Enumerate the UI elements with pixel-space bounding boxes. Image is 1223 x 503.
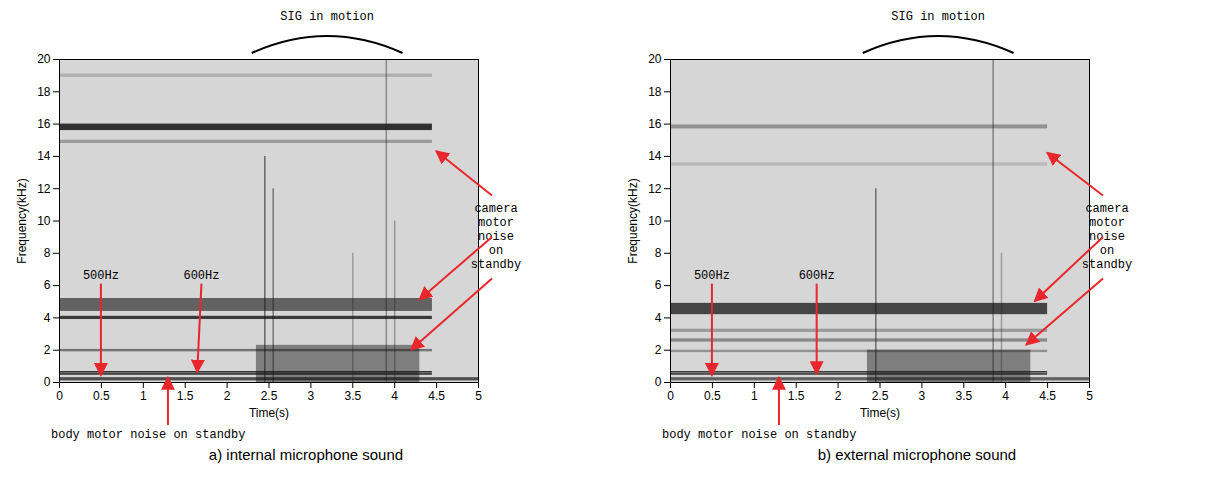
svg-text:3: 3 (919, 389, 926, 403)
svg-text:20: 20 (37, 52, 51, 66)
svg-text:4: 4 (391, 389, 398, 403)
svg-text:10: 10 (648, 214, 662, 228)
svg-text:500Hz: 500Hz (83, 269, 119, 283)
svg-text:0: 0 (44, 375, 51, 389)
svg-text:cameramotornoiseonstandby: cameramotornoiseonstandby (1082, 202, 1132, 272)
svg-text:3.5: 3.5 (344, 389, 361, 403)
svg-text:4: 4 (655, 311, 662, 325)
svg-text:1: 1 (751, 389, 758, 403)
svg-text:6: 6 (44, 278, 51, 292)
svg-text:1.5: 1.5 (177, 389, 194, 403)
html-text:b) external microphone sound: b) external microphone sound (817, 446, 1017, 463)
svg-text:Frequency(kHz): Frequency(kHz) (626, 178, 640, 263)
svg-text:cameramotornoiseonstandby: cameramotornoiseonstandby (471, 202, 521, 272)
svg-text:4: 4 (1002, 389, 1009, 403)
svg-text:2: 2 (835, 389, 842, 403)
svg-text:14: 14 (37, 149, 51, 163)
svg-text:10: 10 (37, 214, 51, 228)
svg-text:4.5: 4.5 (428, 389, 445, 403)
svg-text:body motor noise on standby: body motor noise on standby (662, 428, 856, 442)
svg-text:2.5: 2.5 (872, 389, 889, 403)
svg-text:Time(s): Time(s) (860, 406, 900, 420)
svg-text:4: 4 (44, 311, 51, 325)
svg-text:20: 20 (648, 52, 662, 66)
svg-text:600Hz: 600Hz (183, 269, 219, 283)
svg-text:2.5: 2.5 (261, 389, 278, 403)
svg-text:1: 1 (140, 389, 147, 403)
svg-text:3: 3 (308, 389, 315, 403)
svg-text:18: 18 (648, 85, 662, 99)
svg-text:0: 0 (655, 375, 662, 389)
svg-text:14: 14 (648, 149, 662, 163)
svg-text:0.5: 0.5 (704, 389, 721, 403)
svg-text:3.5: 3.5 (955, 389, 972, 403)
svg-text:8: 8 (655, 246, 662, 260)
svg-text:Time(s): Time(s) (249, 406, 289, 420)
svg-text:2: 2 (44, 343, 51, 357)
svg-text:16: 16 (648, 117, 662, 131)
svg-text:4.5: 4.5 (1039, 389, 1056, 403)
svg-text:0: 0 (56, 389, 63, 403)
svg-text:0.5: 0.5 (93, 389, 110, 403)
svg-text:12: 12 (648, 182, 662, 196)
svg-text:500Hz: 500Hz (694, 269, 730, 283)
svg-text:12: 12 (37, 182, 51, 196)
svg-text:16: 16 (37, 117, 51, 131)
svg-text:5: 5 (1086, 389, 1093, 403)
svg-text:2: 2 (224, 389, 231, 403)
svg-text:18: 18 (37, 85, 51, 99)
svg-text:2: 2 (655, 343, 662, 357)
svg-text:SIG in motion: SIG in motion (891, 10, 985, 24)
svg-text:5: 5 (475, 389, 482, 403)
svg-text:SIG in motion: SIG in motion (280, 10, 374, 24)
html-text:a) internal microphone sound: a) internal microphone sound (208, 446, 404, 463)
svg-text:1.5: 1.5 (788, 389, 805, 403)
svg-text:body motor noise on standby: body motor noise on standby (51, 428, 245, 442)
svg-text:8: 8 (44, 246, 51, 260)
svg-text:6: 6 (655, 278, 662, 292)
svg-text:Frequency(kHz): Frequency(kHz) (15, 178, 29, 263)
svg-text:0: 0 (667, 389, 674, 403)
svg-text:600Hz: 600Hz (799, 269, 835, 283)
